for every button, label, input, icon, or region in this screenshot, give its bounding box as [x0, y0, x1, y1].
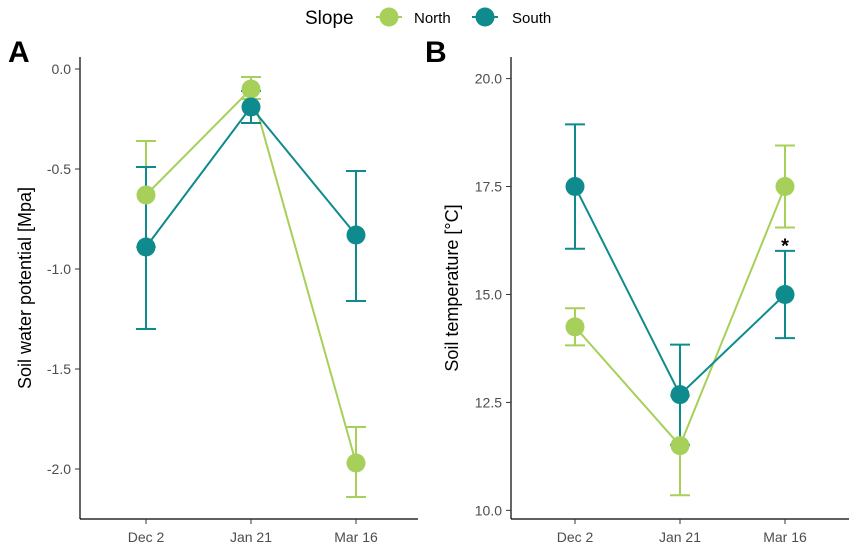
legend-label-south: South: [512, 10, 551, 27]
y-tick-label: 12.5: [475, 394, 502, 410]
y-tick-label: -1.0: [47, 261, 71, 277]
data-point-north: [775, 177, 795, 197]
x-tick-label: Dec 2: [128, 529, 165, 545]
panel-label: A: [8, 36, 30, 69]
panel-b: B 10.0 12.5 15.0 17.5 20.0 Dec 2 Jan 21 Mar 16 So…: [425, 36, 849, 545]
y-tick-label: 15.0: [475, 286, 502, 302]
y-tick-label: -2.0: [47, 461, 71, 477]
series-line-north: [145, 87, 357, 464]
data-point-north: [346, 453, 366, 473]
panel-a: A 0.0 -0.5 -1.0 -1.5 -2.0 Dec 2 Jan 21 Mar 16 Soi…: [8, 36, 418, 545]
data-point-south: [241, 97, 261, 117]
y-tick-label: 0.0: [52, 61, 72, 77]
data-point-south: [136, 237, 156, 257]
y-axis-title: Soil water potential [Mpa]: [15, 187, 35, 389]
y-tick-label: -1.5: [47, 361, 71, 377]
data-point-north: [136, 185, 156, 205]
legend-label-north: North: [414, 10, 451, 27]
y-tick-label: 10.0: [475, 502, 502, 518]
panel-label: B: [425, 36, 447, 69]
data-point-north: [565, 317, 585, 337]
data-point-south: [670, 385, 690, 405]
x-tick-label: Mar 16: [763, 529, 807, 545]
data-point-north: [241, 79, 261, 99]
x-tick-label: Jan 21: [230, 529, 272, 545]
data-point-south: [565, 177, 585, 197]
x-tick-label: Dec 2: [557, 529, 594, 545]
x-tick-label: Mar 16: [334, 529, 378, 545]
y-tick-label: 17.5: [475, 179, 502, 195]
data-point-south: [775, 284, 795, 304]
y-tick-label: -0.5: [47, 161, 71, 177]
series-line-south: [145, 105, 357, 248]
legend-title: Slope: [305, 8, 354, 29]
legend-key-dot-south: [475, 7, 495, 27]
legend: Slope North South: [305, 7, 551, 29]
x-tick-label: Jan 21: [659, 529, 701, 545]
data-point-south: [346, 225, 366, 245]
y-tick-label: 20.0: [475, 71, 502, 87]
legend-key-dot-north: [379, 7, 399, 27]
data-point-north: [670, 436, 690, 456]
y-axis-title: Soil temperature [°C]: [442, 204, 462, 371]
significance-marker: *: [781, 236, 789, 258]
